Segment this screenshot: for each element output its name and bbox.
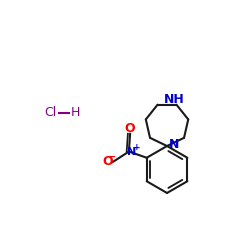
Text: N: N — [169, 138, 179, 150]
Text: −: − — [108, 152, 116, 162]
Text: +: + — [134, 143, 141, 152]
Text: N: N — [128, 146, 137, 156]
Text: H: H — [71, 106, 80, 119]
Text: O: O — [125, 122, 136, 135]
Text: NH: NH — [164, 93, 185, 106]
Text: Cl: Cl — [45, 106, 57, 119]
Text: O: O — [102, 156, 113, 168]
